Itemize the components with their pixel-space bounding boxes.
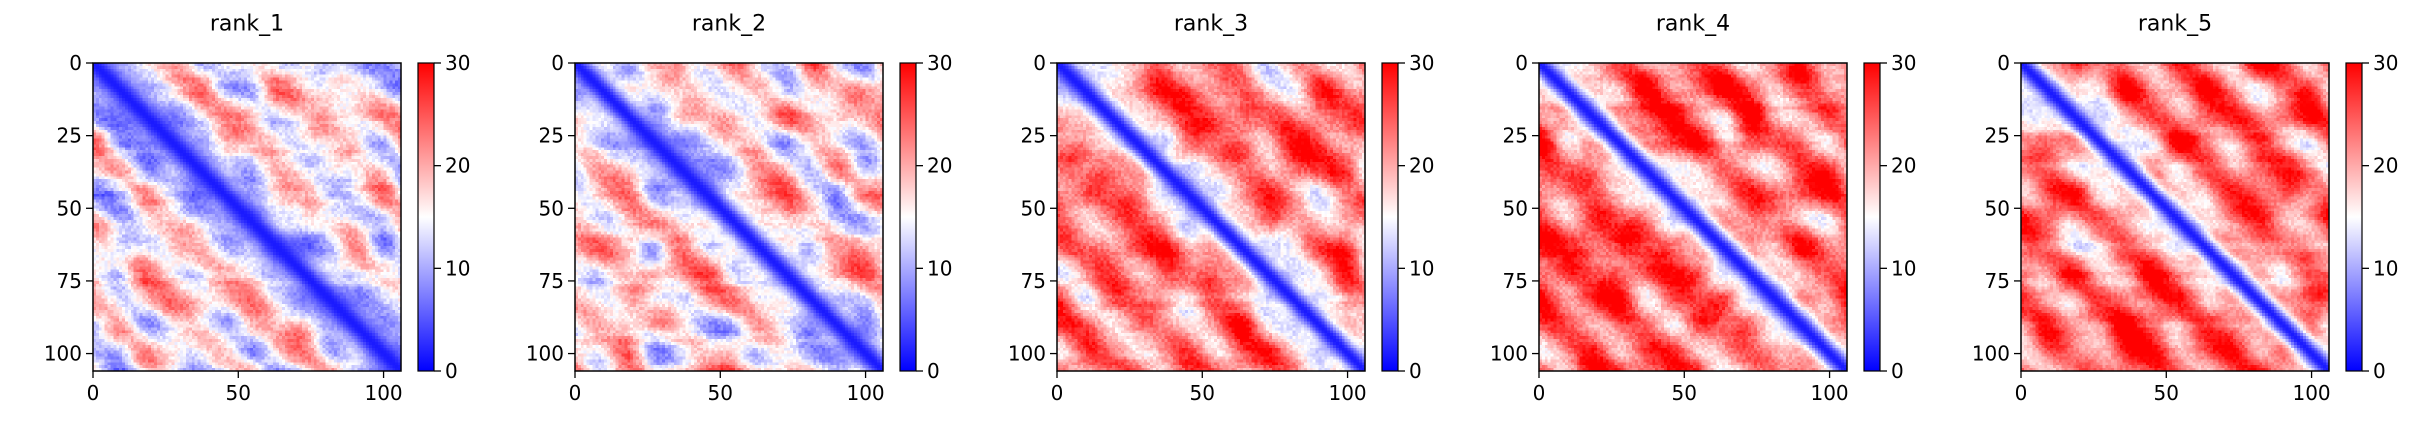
panel-title: rank_1 <box>210 12 284 37</box>
heatmap <box>93 63 402 372</box>
